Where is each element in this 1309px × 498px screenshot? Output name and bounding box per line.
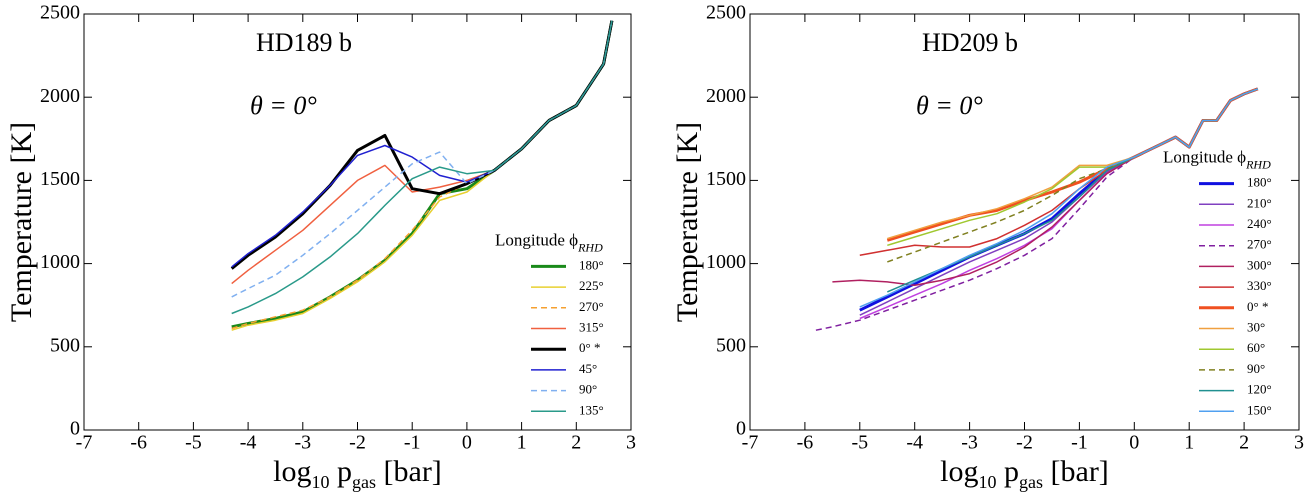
series-line (832, 88, 1259, 286)
series-line (859, 87, 1259, 312)
x-tick-label: 1 (517, 432, 527, 454)
x-tick-label: 3 (1294, 432, 1304, 454)
legend-title-part: RHD (577, 240, 603, 254)
x-tick-label: 2 (1239, 432, 1249, 454)
legend-label: 210° (1247, 195, 1272, 210)
legend-label: 90° (579, 382, 597, 397)
legend-label: 300° (1247, 257, 1272, 272)
y-axis-label: Temperature [K] (671, 122, 704, 322)
legend-label: 0° * (579, 340, 600, 355)
panel-title: HD209 b (922, 28, 1018, 57)
x-axis-label-part: 10 (979, 472, 997, 492)
y-axis-label: Temperature [K] (5, 122, 38, 322)
x-axis-label: log10 pgas [bar] (940, 455, 1109, 492)
legend-label: 270° (579, 299, 604, 314)
legend-label: 0° * (1247, 299, 1268, 314)
x-tick-label: -5 (185, 432, 202, 454)
x-tick-label: 2 (571, 432, 581, 454)
y-tick-label: 1500 (40, 168, 80, 190)
x-axis-label-part: 10 (312, 472, 330, 492)
x-axis-label-part: p (997, 455, 1020, 488)
y-tick-label: 500 (716, 334, 746, 356)
x-tick-label: -5 (851, 432, 868, 454)
legend-label: 90° (1247, 361, 1265, 376)
annotation: θ = 0° (250, 91, 317, 120)
series-line (231, 20, 613, 315)
x-tick-label: 0 (1129, 432, 1139, 454)
legend-label: 135° (579, 402, 604, 417)
x-axis-label-part: log (273, 455, 311, 488)
legend-label: 330° (1247, 278, 1272, 293)
x-tick-label: -3 (294, 432, 311, 454)
x-tick-label: -7 (76, 432, 93, 454)
x-tick-label: -4 (240, 432, 257, 454)
legend-title-part: RHD (1245, 157, 1271, 171)
annotation: θ = 0° (916, 91, 983, 120)
legend-label: 315° (579, 319, 604, 334)
x-tick-label: 3 (626, 432, 636, 454)
plot-frame (749, 13, 1300, 431)
legend-title: Longitude ϕRHD (1163, 148, 1271, 172)
x-tick-label: -1 (404, 432, 421, 454)
legend-label: 180° (579, 257, 604, 272)
x-tick-label: -6 (130, 432, 147, 454)
y-tick-label: 0 (70, 418, 80, 440)
x-tick-label: -1 (1071, 432, 1088, 454)
x-axis-label-part: [bar] (376, 455, 442, 488)
x-tick-label: -6 (797, 432, 814, 454)
legend-title-part: Longitude ϕ (1163, 148, 1246, 167)
legend-label: 150° (1247, 402, 1272, 417)
legend-label: 120° (1247, 382, 1272, 397)
x-tick-label: -2 (349, 432, 366, 454)
series-line (859, 88, 1259, 308)
series-line (231, 20, 614, 329)
x-tick-label: -3 (961, 432, 978, 454)
y-tick-label: 2000 (40, 85, 80, 107)
legend-label: 240° (1247, 216, 1272, 231)
x-axis-label-part: [bar] (1043, 455, 1109, 488)
x-axis-label-part: p (330, 455, 353, 488)
legend-label: 225° (579, 278, 604, 293)
y-tick-label: 2500 (40, 2, 80, 24)
legend-label: 180° (1247, 175, 1272, 190)
legend-label: 45° (579, 361, 597, 376)
y-tick-label: 1500 (706, 168, 746, 190)
legend-label: 30° (1247, 319, 1265, 334)
plot-frame (83, 13, 632, 431)
legend-title: Longitude ϕRHD (495, 230, 603, 254)
y-tick-label: 2000 (706, 85, 746, 107)
x-axis-label-part: log (940, 455, 978, 488)
y-tick-label: 2500 (706, 2, 746, 24)
x-axis-label: log10 pgas [bar] (273, 455, 442, 492)
y-tick-label: 500 (50, 334, 80, 356)
x-axis-label-part: gas (352, 472, 376, 492)
series-line (231, 20, 613, 298)
x-tick-label: -2 (1016, 432, 1033, 454)
x-tick-label: -7 (742, 432, 759, 454)
legend-title-part: Longitude ϕ (495, 230, 578, 249)
panel-title: HD189 b (256, 28, 352, 57)
x-tick-label: 1 (1184, 432, 1194, 454)
x-tick-label: 0 (462, 432, 472, 454)
y-tick-label: 0 (736, 418, 746, 440)
y-tick-label: 1000 (40, 251, 80, 273)
y-tick-label: 1000 (706, 251, 746, 273)
x-tick-label: -4 (906, 432, 923, 454)
x-axis-label-part: gas (1019, 472, 1043, 492)
legend-label: 270° (1247, 237, 1272, 252)
legend-label: 60° (1247, 340, 1265, 355)
series-line (815, 88, 1259, 331)
